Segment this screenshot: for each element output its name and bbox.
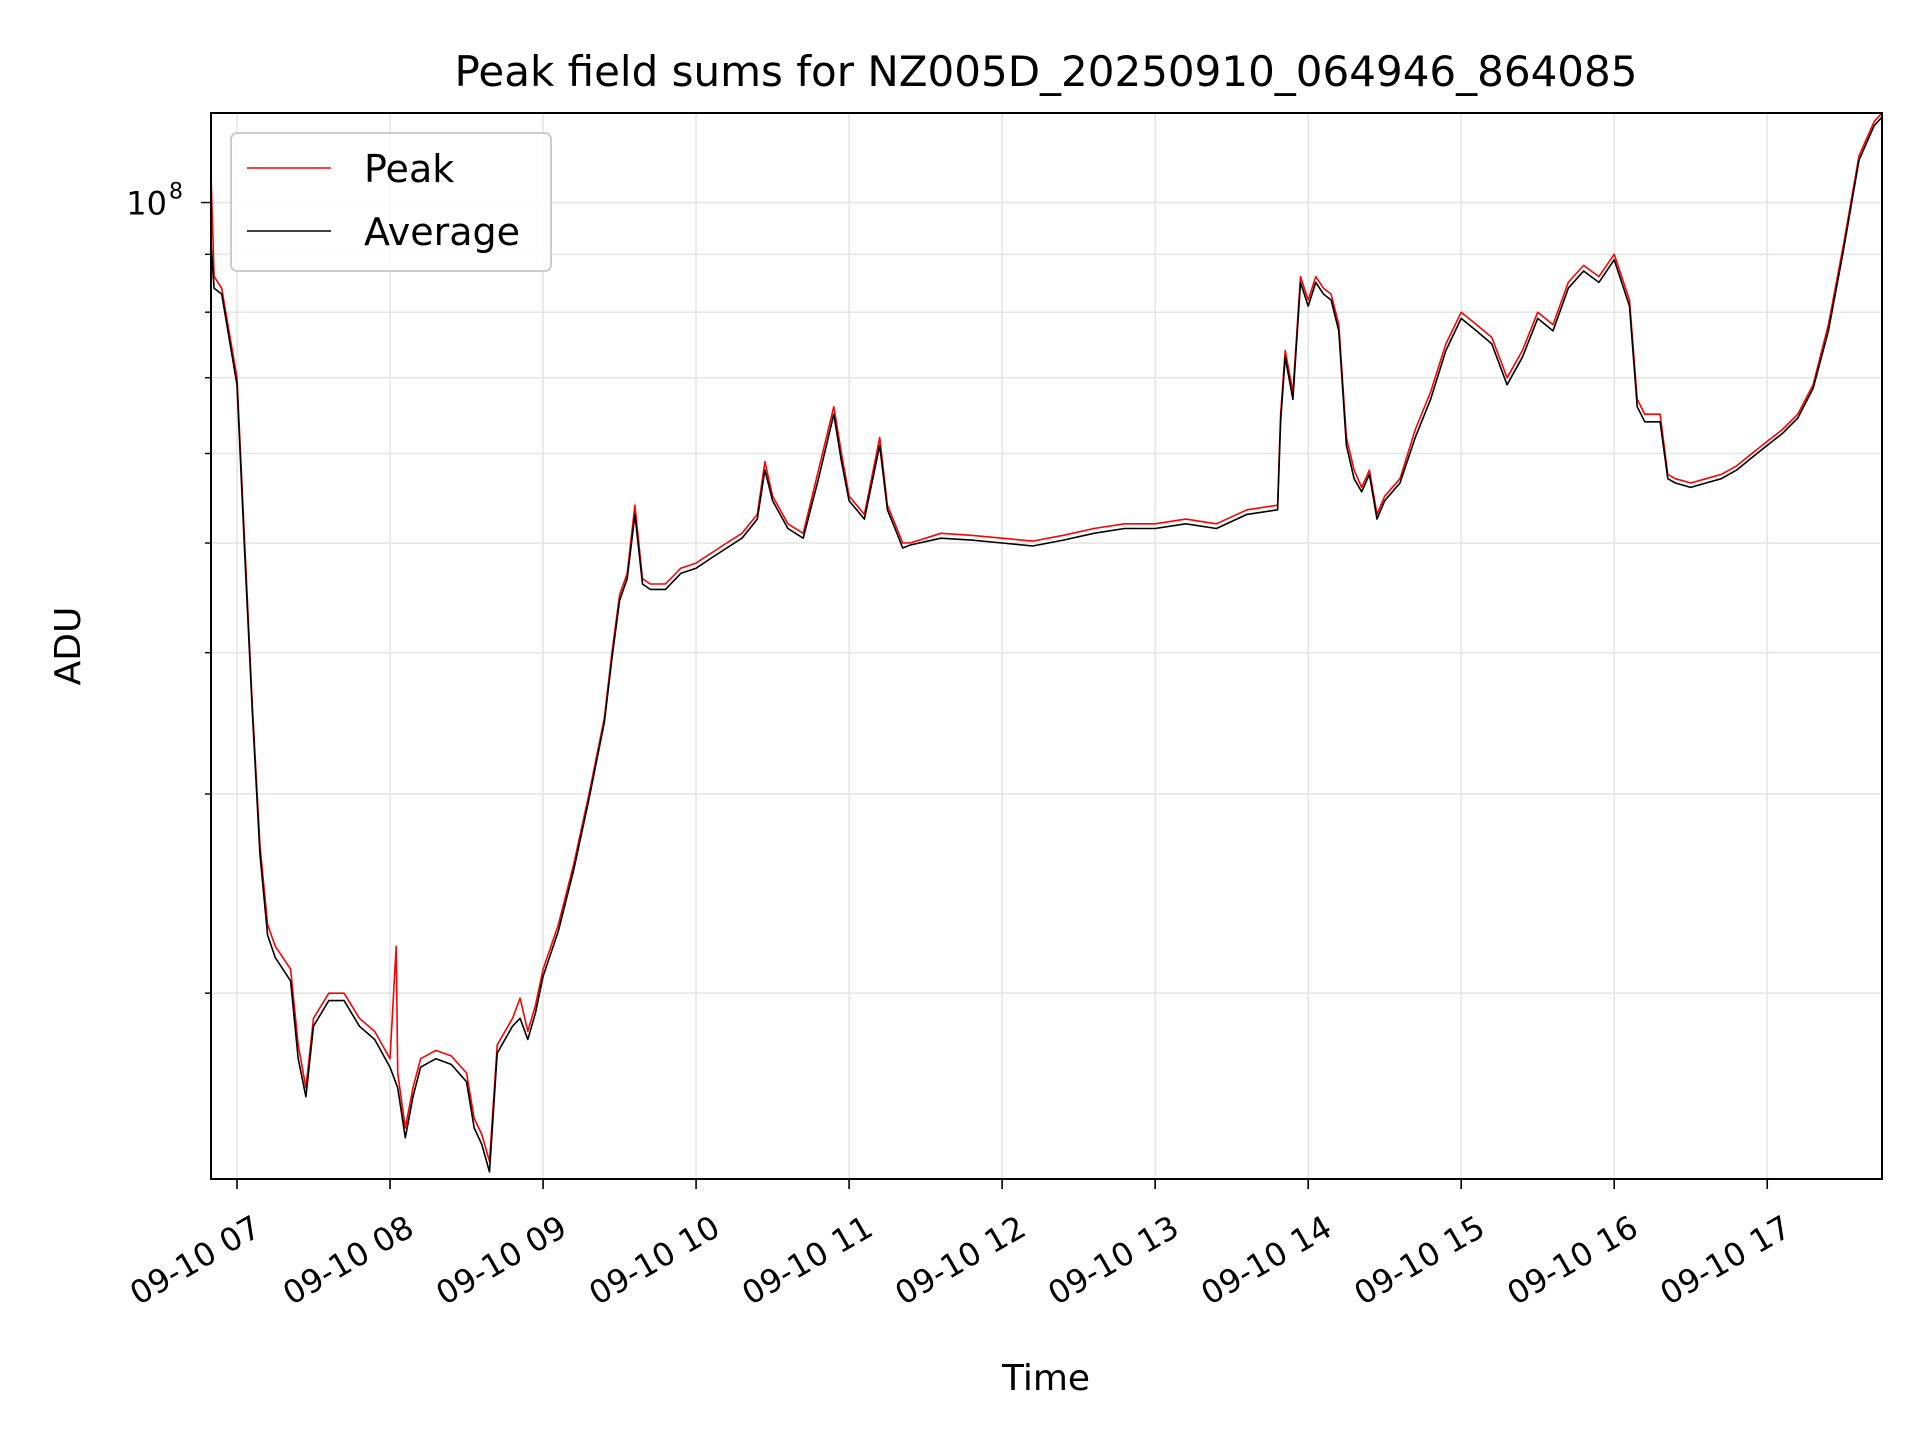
y-tick-label-exponent: 8 (169, 180, 183, 205)
plot-frame (210, 112, 1883, 1180)
series-lines (210, 112, 1883, 1173)
legend: Peak Average (230, 132, 552, 272)
y-tick-label-base: 10 (126, 185, 167, 223)
chart-title: Peak field sums for NZ005D_20250910_0649… (455, 47, 1638, 96)
y-axis-label: ADU (48, 607, 89, 686)
series-line-peak (210, 112, 1883, 1163)
legend-label-average: Average (364, 210, 520, 254)
x-axis-label: Time (1001, 1358, 1090, 1399)
legend-label-peak: Peak (364, 147, 454, 191)
series-line-average (210, 116, 1883, 1173)
